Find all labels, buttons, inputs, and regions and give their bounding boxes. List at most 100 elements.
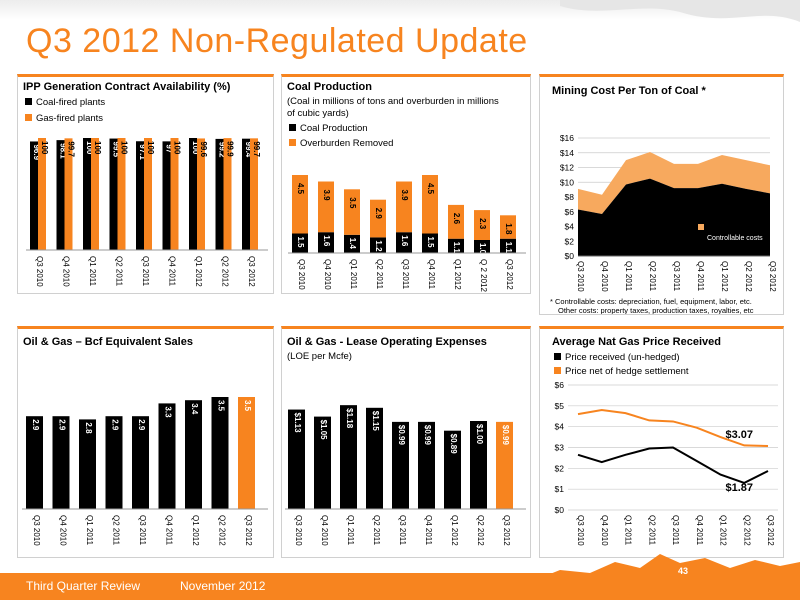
coal-data-label-coal: 1.2	[374, 240, 383, 252]
coal-bar-overburden	[500, 215, 516, 239]
ipp-data-label: 100	[40, 141, 49, 155]
loe-bar	[444, 430, 461, 509]
coal-bar-coal	[344, 234, 360, 253]
ipp-chart: IPP Generation Contract Availability (%)…	[23, 81, 268, 287]
mining-legend-other-label: Other costs	[707, 225, 743, 232]
loe-bar	[366, 407, 383, 509]
loe-chart-title: Oil & Gas - Lease Operating Expenses	[287, 336, 487, 348]
mining-legend-controllable-swatch	[698, 234, 704, 240]
loe-data-label: $1.00	[475, 424, 484, 445]
coal-bar-coal	[422, 233, 438, 253]
ipp-bar	[38, 138, 46, 250]
mining-tick-label: Q1 2012	[720, 261, 729, 292]
coal-bar-overburden	[344, 189, 360, 235]
natgas-legend-hedged-label: Price net of hedge settlement	[565, 366, 689, 377]
natgas-annotation-unhedged: $1.87	[726, 482, 754, 494]
ipp-data-label: 99.4	[244, 142, 253, 158]
coal-production-panel: Coal Production (Coal in millions of tons…	[281, 74, 531, 294]
loe-data-label: $1.18	[345, 408, 354, 429]
coal-data-label-overburden: 3.5	[348, 197, 357, 209]
coal-data-label-overburden: 4.5	[296, 183, 305, 195]
mining-chart: Mining Cost Per Ton of Coal * $0 $2 $4 $6 $8 $…	[550, 85, 777, 315]
coal-legend-overburden-label: Overburden Removed	[300, 138, 393, 149]
ipp-data-label: 100	[146, 141, 155, 155]
natgas-y-tick-label: $3	[555, 443, 565, 453]
oilgas-data-label: 2.9	[111, 419, 120, 431]
oilgas-data-label: 3.3	[164, 406, 173, 418]
page-number: 43	[678, 566, 689, 576]
oilgas-tick-label: Q3 2012	[244, 515, 253, 546]
coal-tick-label: Q1 2012	[453, 259, 462, 290]
coal-tick-label: Q4 2011	[427, 259, 436, 290]
oilgas-data-label: 3.5	[217, 400, 226, 412]
footer-bar: Third Quarter Review November 2012	[0, 573, 800, 600]
loe-data-label: $0.99	[501, 425, 510, 446]
coal-bar-coal	[318, 232, 334, 253]
loe-tick-label: Q4 2011	[424, 515, 433, 546]
loe-bar	[418, 421, 435, 509]
ipp-data-label: 97.1	[138, 144, 147, 160]
oilgas-data-label: 2.9	[58, 419, 67, 431]
oilgas-bar	[79, 419, 96, 509]
coal-bar-coal	[370, 237, 386, 253]
ipp-bar	[242, 138, 250, 250]
ipp-bar	[250, 138, 258, 250]
natgas-legend-unhedged-label: Price received (un-hedged)	[565, 352, 680, 363]
ipp-bar	[136, 141, 144, 250]
loe-bar	[288, 409, 305, 509]
natgas-tick-label: Q2 2011	[647, 515, 656, 546]
mining-y-tick-label: $16	[560, 133, 574, 143]
ipp-bar	[56, 140, 65, 250]
oilgas-bar	[26, 416, 43, 509]
natgas-tick-label: Q3 2012	[766, 515, 775, 546]
ipp-bar	[144, 138, 152, 250]
footer-date: November 2012	[180, 579, 266, 593]
oilgas-sales-panel: Oil & Gas – Bcf Equivalent Sales 2.9 2.9 2.…	[17, 326, 274, 558]
ipp-tick-label: Q3 2011	[141, 256, 150, 287]
mining-tick-label: Q3 2012	[768, 261, 777, 292]
oilgas-bar	[211, 397, 229, 509]
ipp-bar	[162, 141, 171, 250]
loe-tick-label: Q4 2010	[320, 515, 329, 546]
coal-bar-overburden	[292, 175, 308, 234]
mining-tick-label: Q2 2012	[744, 261, 753, 292]
natgas-y-tick-label: $6	[555, 380, 565, 390]
ipp-data-label: 100	[120, 141, 129, 155]
loe-bar	[314, 416, 331, 509]
footer-mountain-decoration	[540, 554, 800, 578]
ipp-data-label: 99.7	[67, 141, 76, 157]
loe-tick-label: Q1 2012	[450, 515, 459, 546]
ipp-legend-coal-swatch	[25, 98, 32, 105]
oilgas-bar	[185, 400, 202, 509]
oilgas-bar	[105, 416, 123, 509]
mining-y-tick-label: $6	[565, 207, 575, 217]
natgas-legend-unhedged-swatch	[554, 353, 561, 360]
oilgas-tick-label: Q2 2011	[112, 515, 121, 546]
ipp-bar	[189, 138, 197, 250]
oilgas-data-label: 2.9	[137, 419, 146, 431]
ipp-tick-label: Q3 2012	[247, 256, 256, 287]
natgas-legend-hedged-swatch	[554, 367, 561, 374]
mining-cost-panel: Mining Cost Per Ton of Coal * $0 $2 $4 $6 $8 $…	[539, 74, 784, 315]
coal-chart-subtitle-line2: of cubic yards)	[287, 108, 349, 119]
page-title: Q3 2012 Non-Regulated Update	[26, 22, 528, 60]
coal-bar-coal	[292, 233, 308, 253]
mining-y-tick-label: $14	[560, 148, 574, 158]
coal-bar-overburden	[370, 199, 386, 238]
coal-tick-label: Q3 2011	[401, 259, 410, 290]
oilgas-data-label: 3.4	[190, 403, 199, 415]
mining-legend-controllable-label: Controllable costs	[707, 235, 763, 242]
coal-tick-label: Q3 2012	[505, 259, 514, 290]
oilgas-bar	[132, 416, 149, 509]
loe-bar	[392, 421, 409, 509]
ipp-bar	[91, 138, 99, 250]
coal-chart-title: Coal Production	[287, 81, 372, 93]
natgas-tick-label: Q3 2010	[576, 515, 585, 546]
loe-panel: Oil & Gas - Lease Operating Expenses (LOE…	[281, 326, 531, 558]
coal-bar-overburden	[396, 181, 412, 233]
coal-tick-label: Q1 2011	[349, 259, 358, 290]
natgas-chart-title: Average Nat Gas Price Received	[552, 336, 721, 348]
coal-legend-coal-swatch	[289, 124, 296, 131]
mining-tick-label: Q2 2011	[648, 261, 657, 292]
mining-tick-label: Q4 2010	[600, 261, 609, 292]
